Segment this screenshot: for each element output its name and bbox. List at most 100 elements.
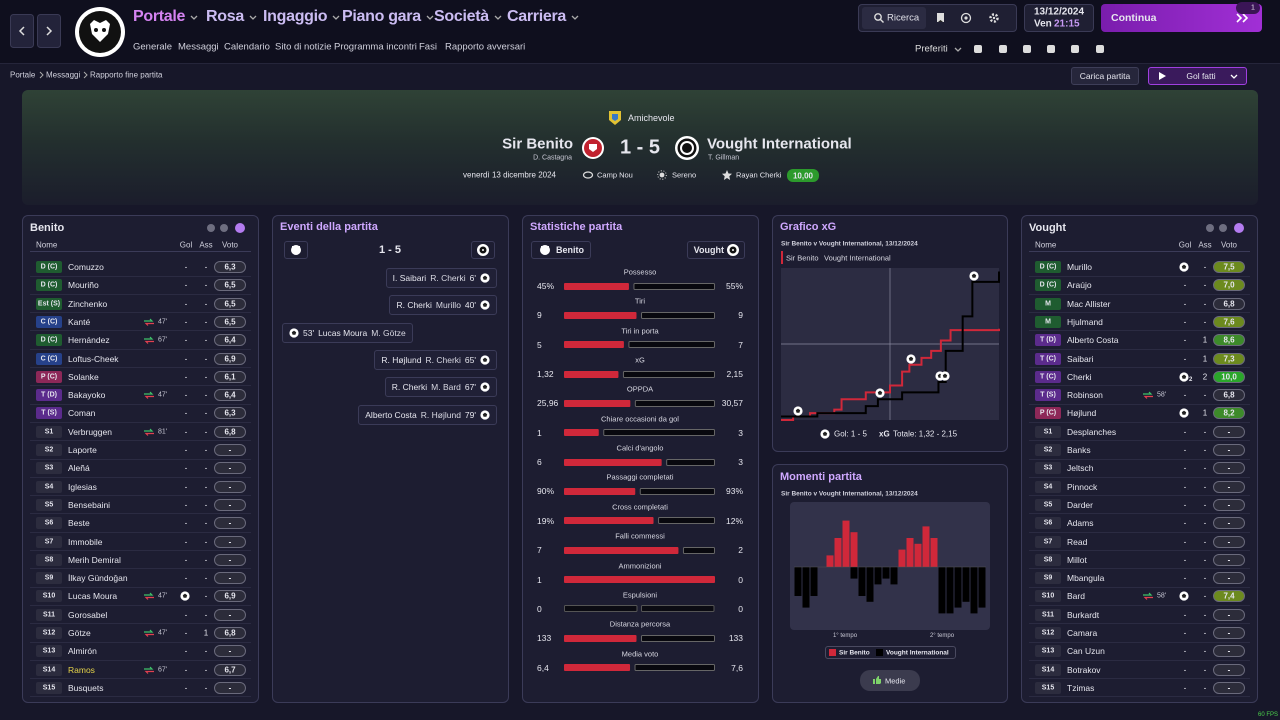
averages-button[interactable] bbox=[860, 670, 920, 691]
player-name[interactable]: Millot bbox=[1067, 554, 1087, 565]
player-name[interactable]: Hernández bbox=[68, 335, 110, 346]
sub-menu[interactable]: Rapporto avversari bbox=[445, 41, 526, 53]
player-name[interactable]: Mouriño bbox=[68, 280, 99, 291]
sub-menu[interactable]: Programma incontri bbox=[334, 41, 417, 53]
player-name[interactable]: Ramos bbox=[68, 664, 95, 675]
player-name[interactable]: Verbruggen bbox=[68, 426, 112, 437]
forward-button[interactable] bbox=[37, 14, 61, 48]
view-toggle[interactable] bbox=[1218, 223, 1228, 233]
nav-menu[interactable]: Ingaggio bbox=[263, 8, 328, 25]
row-separator bbox=[30, 330, 251, 332]
player-name[interactable]: Saibari bbox=[1067, 353, 1094, 364]
search-label[interactable]: Ricerca bbox=[887, 12, 920, 24]
stat-bar-home bbox=[564, 429, 599, 437]
nav-menu[interactable]: Piano gara bbox=[342, 8, 421, 25]
view-toggle[interactable] bbox=[1234, 223, 1244, 233]
nav-menu[interactable]: Portale bbox=[133, 8, 186, 25]
sub-menu[interactable]: Sito di notizie bbox=[275, 41, 332, 53]
nav-menu[interactable]: Rosa bbox=[206, 8, 244, 25]
player-name[interactable]: Zinchenko bbox=[68, 298, 108, 309]
player-name[interactable]: Iglesias bbox=[68, 481, 97, 492]
toolbar-icon[interactable] bbox=[960, 12, 972, 24]
row-separator bbox=[1029, 330, 1250, 332]
load-match-label[interactable]: Carica partita bbox=[1079, 71, 1131, 81]
breadcrumb-item[interactable]: Messaggi bbox=[46, 70, 81, 80]
player-name[interactable]: Burkardt bbox=[1067, 609, 1100, 620]
player-name[interactable]: Pinnock bbox=[1067, 481, 1098, 492]
player-name[interactable]: Desplanches bbox=[1067, 426, 1117, 437]
nav-menu[interactable]: Società bbox=[434, 8, 489, 25]
view-toggle[interactable] bbox=[206, 223, 216, 233]
player-name[interactable]: Murillo bbox=[1067, 262, 1093, 272]
player-name[interactable]: Kanté bbox=[68, 316, 91, 327]
player-name[interactable]: Mac Allister bbox=[1067, 298, 1111, 309]
player-name[interactable]: Laporte bbox=[68, 445, 97, 455]
player-name[interactable]: Højlund bbox=[1067, 408, 1097, 419]
player-name[interactable]: Hjulmand bbox=[1067, 316, 1103, 327]
player-name[interactable]: Beste bbox=[68, 518, 90, 529]
search-button[interactable] bbox=[862, 7, 926, 29]
goals-label[interactable]: Gol fatti bbox=[1186, 71, 1216, 81]
shortcut-icon[interactable] bbox=[1046, 44, 1056, 54]
shortcut-icon[interactable] bbox=[973, 44, 983, 54]
player-name[interactable]: Alberto Costa bbox=[1067, 335, 1119, 346]
averages-label[interactable]: Medie bbox=[885, 676, 906, 685]
player-name[interactable]: Mbangula bbox=[1067, 573, 1105, 584]
player-name[interactable]: Busquets bbox=[68, 682, 104, 693]
player-name[interactable]: Gorosabel bbox=[68, 609, 108, 620]
sub-menu[interactable]: Generale bbox=[133, 41, 173, 53]
player-name[interactable]: Read bbox=[1067, 536, 1088, 547]
player-name[interactable]: Solanke bbox=[68, 371, 99, 382]
player-name[interactable]: Camara bbox=[1067, 628, 1098, 638]
player-name[interactable]: Immobile bbox=[68, 536, 103, 547]
player-name[interactable]: Adams bbox=[1067, 518, 1094, 529]
player-name[interactable]: Bensebaini bbox=[68, 499, 111, 510]
momentum-bar bbox=[842, 520, 850, 567]
player-name[interactable]: Robinson bbox=[1067, 390, 1103, 401]
goals-button[interactable] bbox=[1148, 67, 1247, 85]
view-toggle[interactable] bbox=[235, 223, 245, 233]
rating: 7,3 bbox=[1223, 354, 1235, 363]
player-name[interactable]: Bard bbox=[1067, 591, 1085, 602]
club-logo[interactable] bbox=[74, 6, 126, 58]
player-name[interactable]: Loftus-Cheek bbox=[68, 353, 119, 364]
back-button[interactable] bbox=[10, 14, 34, 48]
continue-label[interactable]: Continua bbox=[1111, 12, 1157, 24]
nav-menu[interactable]: Carriera bbox=[507, 8, 566, 25]
player-name[interactable]: Lucas Moura bbox=[68, 591, 118, 602]
sub-menu[interactable]: Calendario bbox=[224, 41, 270, 53]
player-name[interactable]: Aleñá bbox=[68, 463, 90, 474]
view-toggle[interactable] bbox=[219, 223, 229, 233]
player-name[interactable]: Jeltsch bbox=[1067, 463, 1094, 474]
rating-pill bbox=[1213, 608, 1245, 621]
sub-menu[interactable]: Messaggi bbox=[178, 41, 219, 53]
player-name[interactable]: Araújo bbox=[1067, 280, 1092, 291]
player-name[interactable]: Banks bbox=[1067, 445, 1091, 455]
player-name[interactable]: İlkay Gündoğan bbox=[68, 573, 128, 584]
rating-pill bbox=[1213, 444, 1245, 456]
player-name[interactable]: Botrakov bbox=[1067, 664, 1101, 675]
player-name[interactable]: Merih Demiral bbox=[68, 554, 121, 565]
stat-bar bbox=[564, 664, 715, 672]
toolbar-icon[interactable] bbox=[989, 13, 999, 23]
shortcut-icon[interactable] bbox=[1095, 44, 1105, 54]
continue-button[interactable] bbox=[1101, 4, 1262, 32]
sub-menu[interactable]: Fasi bbox=[419, 41, 437, 53]
view-toggle[interactable] bbox=[1205, 223, 1215, 233]
player-name[interactable]: Coman bbox=[68, 408, 96, 419]
player-name[interactable]: Can Uzun bbox=[1067, 646, 1105, 657]
toolbar-icon[interactable] bbox=[936, 13, 946, 23]
favorites[interactable]: Preferiti bbox=[915, 43, 948, 55]
player-name[interactable]: Darder bbox=[1067, 499, 1093, 510]
shortcut-icon[interactable] bbox=[1022, 44, 1032, 54]
player-name[interactable]: Almirón bbox=[68, 646, 97, 657]
breadcrumb-item[interactable]: Portale bbox=[10, 70, 36, 80]
shortcut-icon[interactable] bbox=[998, 44, 1008, 54]
shortcut-icon[interactable] bbox=[1070, 44, 1080, 54]
load-match-button[interactable] bbox=[1071, 67, 1139, 85]
player-name[interactable]: Bakayoko bbox=[68, 390, 106, 401]
player-name[interactable]: Götze bbox=[68, 628, 91, 638]
player-name[interactable]: Cherki bbox=[1067, 371, 1092, 382]
player-name[interactable]: Tzimas bbox=[1067, 682, 1095, 693]
player-name[interactable]: Comuzzo bbox=[68, 262, 104, 272]
